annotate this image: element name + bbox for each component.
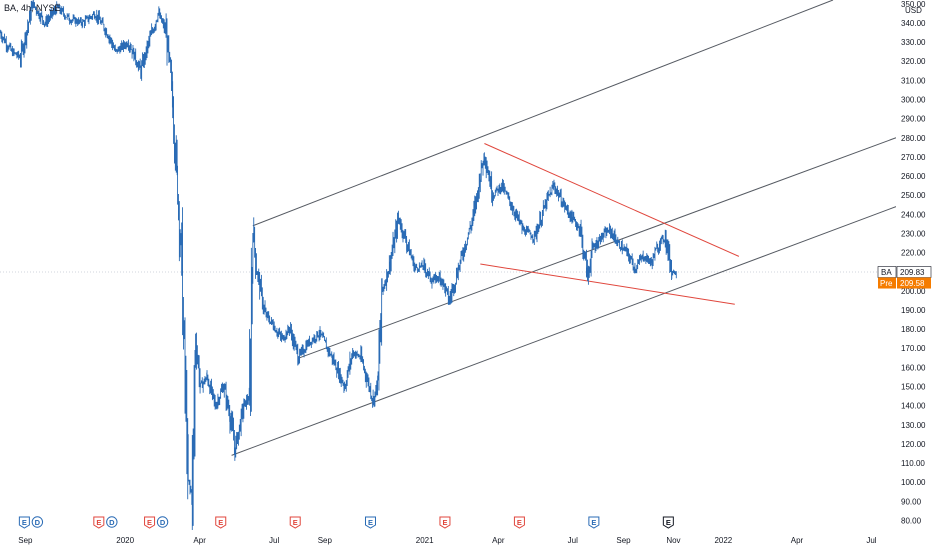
time-tick-label: Jul <box>866 536 876 545</box>
price-tick-label: 270.00 <box>901 153 926 162</box>
time-tick-label: Apr <box>492 536 505 545</box>
svg-text:Pre: Pre <box>880 279 893 288</box>
price-tick-label: 290.00 <box>901 115 926 124</box>
price-tick-label: 90.00 <box>901 497 922 506</box>
price-tick-label: 330.00 <box>901 38 926 47</box>
price-tick-label: 130.00 <box>901 421 926 430</box>
price-tick-label: 220.00 <box>901 249 926 258</box>
price-tick-label: 110.00 <box>901 459 925 468</box>
price-tick-label: 350.00 <box>901 0 926 9</box>
svg-text:E: E <box>442 518 447 527</box>
price-tick-label: 80.00 <box>901 516 922 525</box>
svg-text:E: E <box>218 518 223 527</box>
price-tick-label: 230.00 <box>901 229 926 238</box>
time-tick-label: 2022 <box>714 536 732 545</box>
svg-text:D: D <box>160 518 166 527</box>
svg-text:209.58: 209.58 <box>900 279 925 288</box>
wedge-bottom-line[interactable] <box>480 263 735 305</box>
price-tick-label: 280.00 <box>901 134 926 143</box>
price-tick-label: 170.00 <box>901 344 926 353</box>
earnings-marker[interactable]: E <box>18 516 30 529</box>
dividend-marker[interactable]: D <box>106 516 118 528</box>
price-tick-label: 200.00 <box>901 287 926 296</box>
time-tick-label: Sep <box>318 536 333 545</box>
svg-text:BA: BA <box>881 268 892 277</box>
channel-lower-line[interactable] <box>231 206 897 456</box>
price-tick-label: 310.00 <box>901 76 926 85</box>
svg-text:E: E <box>368 518 373 527</box>
price-tick-label: 240.00 <box>901 210 926 219</box>
svg-text:E: E <box>293 518 298 527</box>
time-tick-label: Apr <box>791 536 804 545</box>
svg-text:E: E <box>517 518 522 527</box>
time-tick-label: Sep <box>616 536 631 545</box>
currency-label: USD <box>905 6 922 15</box>
price-bars <box>0 0 677 542</box>
wedge-top-line[interactable] <box>484 143 740 257</box>
price-tick-label: 100.00 <box>901 478 926 487</box>
svg-text:E: E <box>666 518 671 527</box>
time-tick-label: Nov <box>666 536 680 545</box>
earnings-marker[interactable]: E <box>364 516 376 529</box>
channel-upper-line[interactable] <box>252 0 834 227</box>
earnings-marker[interactable]: E <box>144 516 156 529</box>
price-tick-label: 180.00 <box>901 325 926 334</box>
svg-text:E: E <box>591 518 596 527</box>
time-tick-label: Jul <box>269 536 279 545</box>
time-tick-label: Jul <box>568 536 578 545</box>
svg-text:E: E <box>147 518 152 527</box>
price-tick-label: 120.00 <box>901 440 926 449</box>
time-tick-label: Sep <box>18 536 33 545</box>
symbol-label: BA, 4h, NYSE <box>4 3 61 13</box>
price-tick-label: 260.00 <box>901 172 926 181</box>
svg-text:209.83: 209.83 <box>900 268 925 277</box>
dividend-marker[interactable]: D <box>31 516 44 528</box>
time-tick-label: Apr <box>193 536 206 545</box>
time-tick-label: 2021 <box>416 536 434 545</box>
earnings-marker[interactable]: E <box>513 516 525 529</box>
price-tick-label: 320.00 <box>901 57 926 66</box>
price-axis[interactable]: USD 80.00 90.00 100.00 110.00 120.00 130.00 14… <box>896 0 932 530</box>
trendlines <box>231 0 897 456</box>
dividend-marker[interactable]: D <box>156 516 169 528</box>
price-tick-label: 340.00 <box>901 19 926 28</box>
earnings-marker[interactable]: E <box>215 516 227 529</box>
svg-text:D: D <box>109 518 115 527</box>
time-axis[interactable]: Sep 2020 Apr Jul Sep 2021 Apr Jul Sep Nov 2022 Apr J… <box>0 530 932 550</box>
price-series <box>0 0 677 542</box>
price-tick-label: 190.00 <box>901 306 926 315</box>
svg-text:E: E <box>96 518 101 527</box>
price-tags: BA 209.83 Pre 209.58 <box>877 266 932 289</box>
earnings-marker[interactable]: E <box>93 516 105 529</box>
price-tick-label: 250.00 <box>901 191 926 200</box>
price-tick-label: 160.00 <box>901 363 926 372</box>
pre-market-tag: Pre 209.58 <box>878 277 931 289</box>
time-tick-label: 2020 <box>116 536 134 545</box>
price-tick-label: 140.00 <box>901 402 926 411</box>
earnings-marker[interactable]: E <box>289 516 301 529</box>
price-tick-label: 150.00 <box>901 382 926 391</box>
svg-text:D: D <box>35 518 41 527</box>
earnings-marker[interactable]: E <box>588 516 600 529</box>
earnings-marker[interactable]: E <box>439 516 451 529</box>
last-price-tag: BA 209.83 <box>877 266 932 278</box>
price-tick-label: 300.00 <box>901 95 926 104</box>
earnings-marker[interactable]: E <box>662 516 674 529</box>
svg-text:E: E <box>22 518 27 527</box>
